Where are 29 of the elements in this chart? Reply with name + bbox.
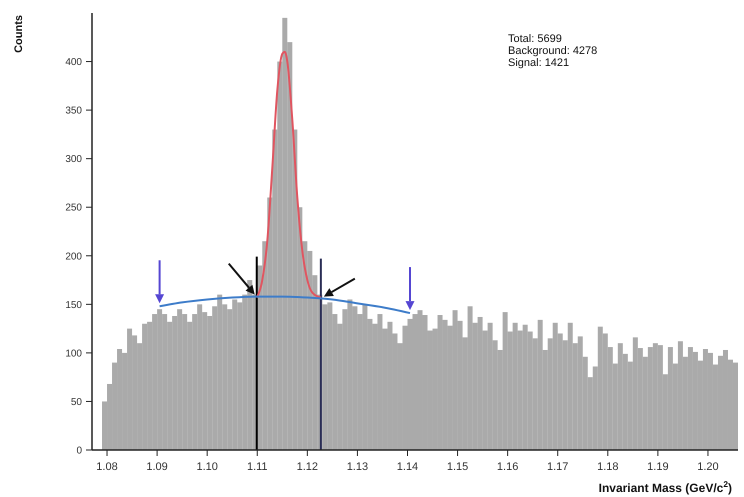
x-tick-label: 1.11 [246, 461, 268, 473]
line-series [158, 296, 411, 314]
y-tick-label: 200 [65, 251, 82, 262]
annotation: Signal: 1421 [508, 57, 570, 69]
x-tick-label: 1.08 [96, 461, 118, 473]
y-axis-title: Counts [13, 15, 25, 53]
x-tick-label: 1.12 [296, 461, 318, 473]
y-tick-label: 300 [65, 154, 82, 166]
x-tick-label: 1.09 [146, 461, 168, 473]
x-tick-label: 1.19 [647, 461, 669, 473]
x-tick-label: 1.17 [547, 461, 568, 473]
x-tick-label: 1.18 [597, 461, 619, 473]
x-tick-label: 1.15 [446, 461, 468, 473]
x-tick-label: 1.20 [697, 461, 719, 473]
x-tick-label: 1.10 [196, 461, 218, 473]
y-tick-label: 0 [76, 446, 82, 456]
y-tick-label: 100 [65, 348, 82, 360]
annotation: Total: 5699 [508, 33, 562, 45]
annotation: Background: 4278 [508, 45, 598, 57]
x-tick-label: 1.13 [346, 461, 368, 473]
x-axis-title: Invariant Mass (GeV/c$^{2}$) [598, 479, 732, 495]
y-tick-label: 250 [65, 202, 82, 214]
y-tick-label: 50 [70, 396, 82, 408]
line-series [256, 50, 322, 299]
x-tick-label: 1.14 [396, 461, 418, 473]
y-tick-label: 400 [65, 57, 82, 68]
y-tick-label: 150 [65, 300, 82, 311]
x-tick-label: 1.16 [496, 461, 518, 473]
y-tick-label: 350 [65, 106, 82, 117]
